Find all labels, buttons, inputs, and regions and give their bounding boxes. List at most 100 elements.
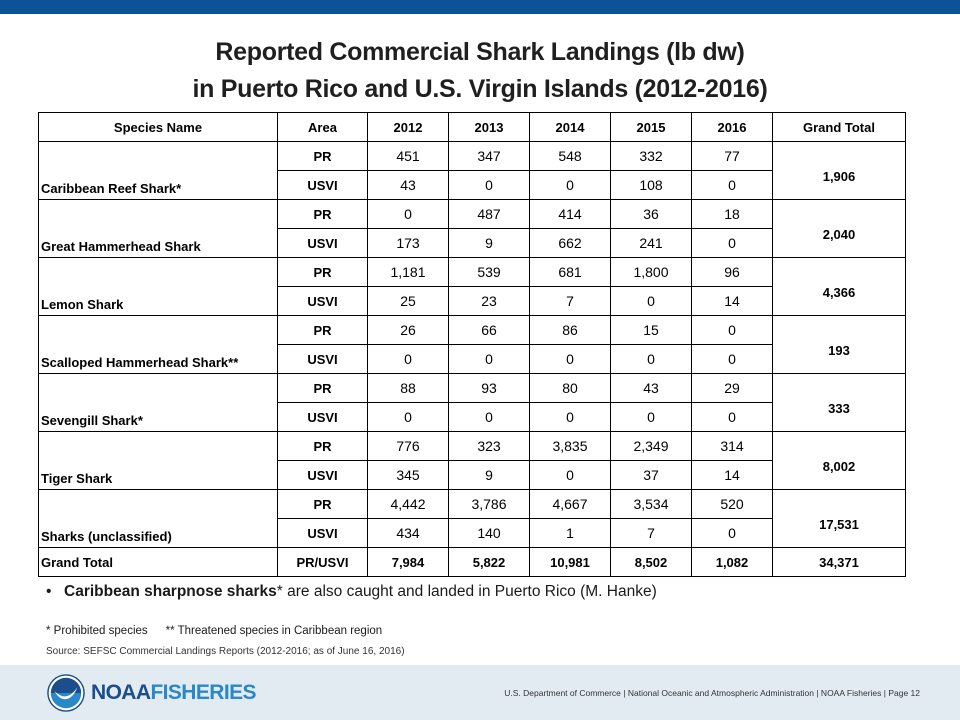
species-total-cell: 8,002 <box>772 431 906 490</box>
page-title: Reported Commercial Shark Landings (lb d… <box>0 34 960 108</box>
footer-credits: U.S. Department of Commerce | National O… <box>504 688 920 698</box>
landing-value-cell: 93 <box>448 373 530 403</box>
landing-value-cell: 0 <box>367 344 449 374</box>
area-cell: PR <box>277 431 368 461</box>
bullet-icon: • <box>46 583 52 600</box>
area-cell: USVI <box>277 460 368 490</box>
species-name-cell: Lemon Shark <box>38 257 278 316</box>
landing-value-cell: 0 <box>691 315 773 345</box>
landing-value-cell: 43 <box>367 170 449 200</box>
species-name-cell: Great Hammerhead Shark <box>38 199 278 258</box>
landing-value-cell: 173 <box>367 228 449 258</box>
landing-value-cell: 7 <box>529 286 611 316</box>
table-row: Tiger Shark PR 776 323 3,835 2,349 314 8,002 <box>38 431 906 490</box>
grand-total-year-cell: 1,082 <box>691 547 773 577</box>
landing-value-cell: 77 <box>691 141 773 171</box>
species-total-cell: 4,366 <box>772 257 906 316</box>
landing-value-cell: 434 <box>367 518 449 548</box>
landing-value-cell: 14 <box>691 460 773 490</box>
landing-value-cell: 314 <box>691 431 773 461</box>
landing-value-cell: 26 <box>367 315 449 345</box>
area-cell: USVI <box>277 518 368 548</box>
area-cell: USVI <box>277 286 368 316</box>
brand-fisheries: FISHERIES <box>150 681 256 704</box>
area-cell: PR <box>277 257 368 287</box>
footer-band <box>0 665 960 720</box>
top-accent-bar <box>0 0 960 14</box>
table-row: Caribbean Reef Shark* PR 451 347 548 332 77 1,9… <box>38 141 906 200</box>
landing-value-cell: 241 <box>610 228 692 258</box>
landing-value-cell: 88 <box>367 373 449 403</box>
sharpnose-rest: * are also caught and landed in Puerto R… <box>276 583 657 600</box>
landing-value-cell: 1,800 <box>610 257 692 287</box>
landing-value-cell: 1,181 <box>367 257 449 287</box>
landing-value-cell: 548 <box>529 141 611 171</box>
landing-value-cell: 414 <box>529 199 611 229</box>
area-cell: PR <box>277 141 368 171</box>
title-line-1: Reported Commercial Shark Landings (lb d… <box>215 38 745 66</box>
grand-total-year-cell: 8,502 <box>610 547 692 577</box>
grand-total-year-cell: 5,822 <box>448 547 530 577</box>
species-total-cell: 2,040 <box>772 199 906 258</box>
area-cell: USVI <box>277 170 368 200</box>
landing-value-cell: 0 <box>610 286 692 316</box>
landing-value-cell: 0 <box>448 344 530 374</box>
table-row: USVI 43 0 0 108 0 <box>39 170 906 200</box>
landing-value-cell: 43 <box>610 373 692 403</box>
landing-value-cell: 96 <box>691 257 773 287</box>
landing-value-cell: 23 <box>448 286 530 316</box>
column-header: Grand Total <box>772 112 906 142</box>
landing-value-cell: 29 <box>691 373 773 403</box>
landing-value-cell: 25 <box>367 286 449 316</box>
area-cell: PR <box>277 315 368 345</box>
landing-value-cell: 0 <box>691 402 773 432</box>
landing-value-cell: 681 <box>529 257 611 287</box>
landing-value-cell: 347 <box>448 141 530 171</box>
landing-value-cell: 0 <box>691 518 773 548</box>
table-row: USVI 0 0 0 0 0 <box>39 402 906 432</box>
table-row: Sevengill Shark* PR 88 93 80 43 29 333 <box>38 373 906 432</box>
area-cell: USVI <box>277 344 368 374</box>
species-total-cell: 17,531 <box>772 489 906 548</box>
landing-value-cell: 332 <box>610 141 692 171</box>
column-header: Species Name <box>38 112 278 142</box>
landing-value-cell: 140 <box>448 518 530 548</box>
area-cell: PR <box>277 373 368 403</box>
sharpnose-bold: Caribbean sharpnose sharks <box>64 583 277 600</box>
table-body: Caribbean Reef Shark* PR 451 347 548 332 77 1,9… <box>38 141 906 577</box>
species-name-cell: Sharks (unclassified) <box>38 489 278 548</box>
landing-value-cell: 4,442 <box>367 489 449 519</box>
landing-value-cell: 0 <box>529 170 611 200</box>
species-total-cell: 333 <box>772 373 906 432</box>
species-total-cell: 1,906 <box>772 141 906 200</box>
landing-value-cell: 37 <box>610 460 692 490</box>
grand-total-year-cell: 10,981 <box>529 547 611 577</box>
landing-value-cell: 7 <box>610 518 692 548</box>
table-row: Scalloped Hammerhead Shark** PR 26 66 86 15 0 1… <box>38 315 906 374</box>
column-header: 2012 <box>367 112 449 142</box>
landing-value-cell: 15 <box>610 315 692 345</box>
landing-value-cell: 80 <box>529 373 611 403</box>
landing-value-cell: 1 <box>529 518 611 548</box>
sharpnose-note: • Caribbean sharpnose sharks* are also ca… <box>46 583 657 601</box>
landing-value-cell: 662 <box>529 228 611 258</box>
landing-value-cell: 451 <box>367 141 449 171</box>
landing-value-cell: 2,349 <box>610 431 692 461</box>
landing-value-cell: 3,534 <box>610 489 692 519</box>
grand-total-year-cell: 7,984 <box>367 547 449 577</box>
landing-value-cell: 0 <box>610 402 692 432</box>
landing-value-cell: 3,835 <box>529 431 611 461</box>
landing-value-cell: 0 <box>529 460 611 490</box>
landing-value-cell: 0 <box>367 199 449 229</box>
table-header-row: Species Name Area 2012 2013 2014 2015 2016 Gran… <box>38 112 906 142</box>
landing-value-cell: 0 <box>610 344 692 374</box>
landing-value-cell: 18 <box>691 199 773 229</box>
species-name-cell: Scalloped Hammerhead Shark** <box>38 315 278 374</box>
landing-value-cell: 66 <box>448 315 530 345</box>
table-row: USVI 345 9 0 37 14 <box>39 460 906 490</box>
area-cell: USVI <box>277 228 368 258</box>
species-total-cell: 193 <box>772 315 906 374</box>
landing-value-cell: 776 <box>367 431 449 461</box>
species-footnotes: * Prohibited species ** Threatened specie… <box>46 625 382 637</box>
grand-total-overall-cell: 34,371 <box>772 547 906 577</box>
